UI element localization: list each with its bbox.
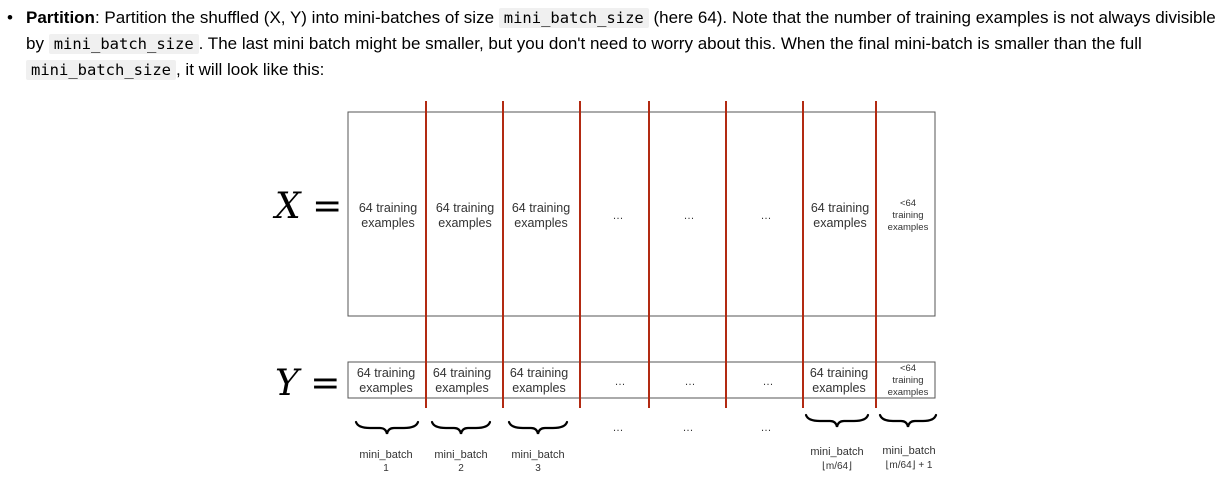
code-mini-batch-size-2: mini_batch_size [48, 34, 199, 54]
x-cell-3-line2: examples [514, 216, 568, 230]
code-mini-batch-size-3: mini_batch_size [26, 60, 176, 80]
x-cell-3-line1: 64 training [512, 201, 570, 215]
bullet-dot: • [7, 8, 13, 27]
mini-batch-remainder-index: ⌊m/64⌋ + 1 [886, 460, 933, 471]
brace-icon [354, 420, 420, 435]
y-ellipsis-1: … [615, 376, 626, 388]
y-cell-3-line2: examples [512, 381, 566, 395]
brace-ellipsis-1: … [613, 422, 624, 434]
partition-term: Partition [26, 8, 95, 27]
mini-batch-floor-label: mini_batch [810, 446, 863, 458]
x-equals-label: X = [272, 186, 342, 227]
brace-icon [430, 420, 492, 435]
y-ellipsis-2: … [685, 376, 696, 388]
x-cell-last-full-line1: 64 training [811, 201, 869, 215]
y-cell-remainder-line1: <64 [900, 363, 916, 374]
x-cell-2-line2: examples [438, 216, 492, 230]
mini-batch-1-label: mini_batch [359, 449, 412, 461]
y-ellipsis-3: … [763, 376, 774, 388]
y-cell-1-line2: examples [359, 381, 413, 395]
y-cell-1-line1: 64 training [357, 366, 415, 380]
y-matrix-box [347, 361, 936, 399]
x-cell-1-line2: examples [361, 216, 415, 230]
brace-icon [507, 420, 569, 435]
y-cell-2-line1: 64 training [433, 366, 491, 380]
brace-icon [804, 413, 870, 428]
x-cell-remainder-line3: examples [888, 222, 929, 233]
mini-batch-1-index: 1 [383, 463, 389, 474]
x-cell-remainder-line1: <64 [900, 198, 916, 209]
brace-ellipsis-2: … [683, 422, 694, 434]
code-mini-batch-size-1: mini_batch_size [498, 8, 649, 28]
y-cell-last-full-line1: 64 training [810, 366, 868, 380]
paragraph-text-3: . The last mini batch might be smaller, … [198, 34, 1142, 53]
paragraph-text-4: , it will look like this: [175, 60, 325, 79]
mini-batch-3-label: mini_batch [511, 449, 564, 461]
x-cell-last-full-line2: examples [813, 216, 867, 230]
x-matrix-box [347, 111, 936, 317]
y-cell-2-line2: examples [435, 381, 489, 395]
mini-batch-2-label: mini_batch [434, 449, 487, 461]
x-cell-remainder-line2: training [892, 210, 923, 221]
batch-dividers [425, 101, 877, 408]
mini-batch-3-index: 3 [535, 463, 541, 474]
x-ellipsis-1: … [613, 210, 624, 222]
mini-batch-floor-index: ⌊m/64⌋ [822, 461, 852, 472]
brace-icon [878, 413, 938, 428]
y-equals-label: Y = [275, 363, 340, 404]
braces [354, 413, 938, 435]
x-ellipsis-2: … [684, 210, 695, 222]
paragraph-text-2: (here 64). Note that the number of train… [26, 8, 1216, 53]
x-cell-2-line1: 64 training [436, 201, 494, 215]
x-ellipsis-3: … [761, 210, 772, 222]
partition-paragraph: Partition: Partition the shuffled (X, Y)… [26, 5, 1221, 83]
mini-batch-remainder-label: mini_batch [882, 445, 935, 457]
y-cell-last-full-line2: examples [812, 381, 866, 395]
y-cell-3-line1: 64 training [510, 366, 568, 380]
y-cell-remainder-line3: examples [888, 387, 929, 398]
x-cell-1-line1: 64 training [359, 201, 417, 215]
y-cell-remainder-line2: training [892, 375, 923, 386]
brace-ellipsis-3: … [761, 422, 772, 434]
paragraph-text-1: : Partition the shuffled (X, Y) into min… [94, 8, 499, 27]
mini-batch-2-index: 2 [458, 463, 464, 474]
